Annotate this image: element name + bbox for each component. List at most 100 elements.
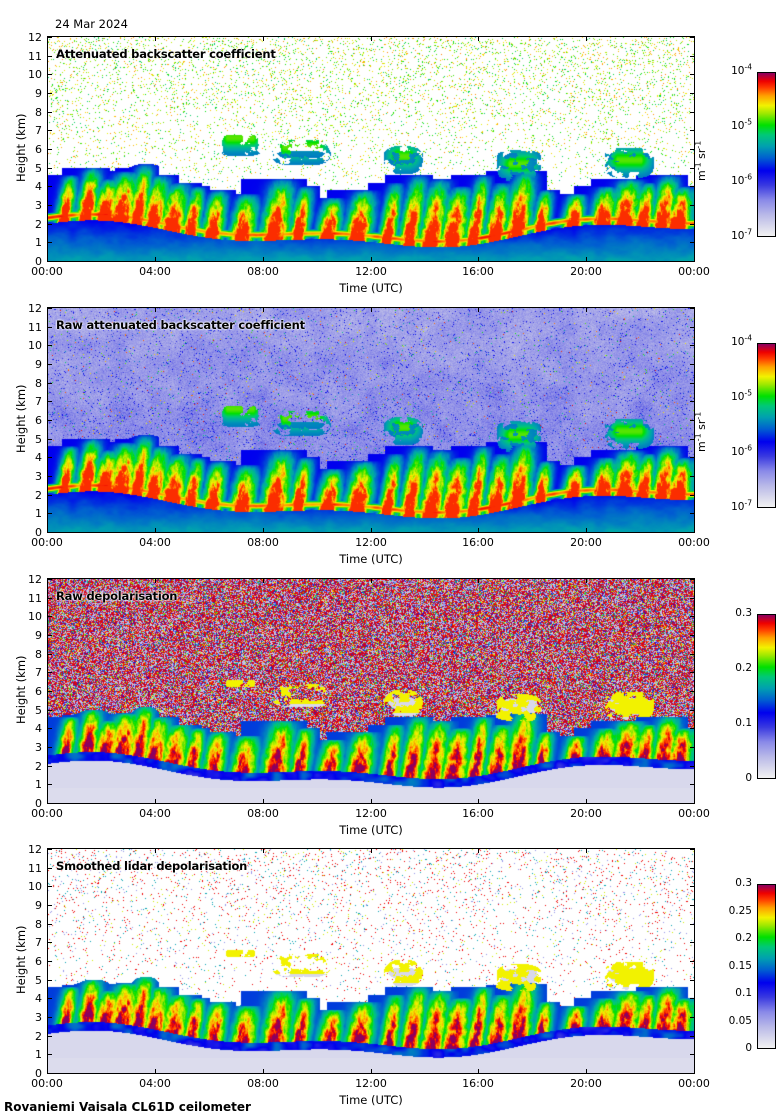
x-tick xyxy=(263,528,264,533)
y-tick-label: 3 xyxy=(35,470,42,483)
y-tick-right xyxy=(690,56,695,57)
x-tick-label: 20:00 xyxy=(570,536,602,549)
colorbar-tick-label: 0.05 xyxy=(728,1015,752,1027)
x-tick xyxy=(694,257,695,262)
heatmap-canvas-smoothed-lidar-depolarisation xyxy=(48,849,694,1073)
y-tick-label: 5 xyxy=(35,433,42,446)
x-tick-top xyxy=(694,578,695,583)
x-tick-top xyxy=(155,848,156,853)
y-tick xyxy=(47,401,52,402)
colorbar-tick-label: 0.3 xyxy=(735,877,752,889)
colorbar-tick-label: 0.15 xyxy=(728,960,752,972)
y-tick-right xyxy=(690,766,695,767)
y-tick-label: 1 xyxy=(35,507,42,520)
x-tick xyxy=(478,1069,479,1074)
y-tick-right xyxy=(690,112,695,113)
y-tick xyxy=(47,691,52,692)
y-tick-label: 8 xyxy=(35,377,42,390)
y-tick-right xyxy=(690,308,695,309)
y-tick-label: 9 xyxy=(35,629,42,642)
y-tick-right xyxy=(690,672,695,673)
y-tick xyxy=(47,886,52,887)
y-tick xyxy=(47,327,52,328)
y-tick-label: 8 xyxy=(35,106,42,119)
colorbar-tick-label: 0 xyxy=(745,772,752,784)
y-tick xyxy=(47,635,52,636)
y-tick-right xyxy=(690,74,695,75)
y-tick-right xyxy=(690,598,695,599)
y-tick-label: 12 xyxy=(28,31,42,44)
x-tick xyxy=(263,257,264,262)
y-tick-right xyxy=(690,439,695,440)
x-tick xyxy=(586,1069,587,1074)
y-tick xyxy=(47,420,52,421)
x-tick-top xyxy=(694,36,695,41)
x-tick-label: 04:00 xyxy=(139,1077,171,1090)
x-tick-label: 12:00 xyxy=(355,807,387,820)
y-tick xyxy=(47,242,52,243)
colorbar-tick-label: 0.1 xyxy=(735,987,752,999)
y-tick-right xyxy=(690,635,695,636)
y-tick-label: 3 xyxy=(35,1011,42,1024)
y-tick-label: 7 xyxy=(35,124,42,137)
y-tick-right xyxy=(690,1036,695,1037)
panel-title-raw-attenuated-backscatter: Raw attenuated backscatter coefficient xyxy=(56,318,305,332)
y-tick xyxy=(47,1017,52,1018)
y-tick-label: 6 xyxy=(35,685,42,698)
y-axis-title: Height (km) xyxy=(14,925,28,994)
x-tick-label: 12:00 xyxy=(355,1077,387,1090)
x-tick xyxy=(47,528,48,533)
y-tick-label: 5 xyxy=(35,704,42,717)
y-tick xyxy=(47,710,52,711)
x-tick-top xyxy=(47,578,48,583)
y-tick xyxy=(47,672,52,673)
heatmap-canvas-raw-depolarisation xyxy=(48,579,694,803)
y-tick-label: 1 xyxy=(35,236,42,249)
y-tick-label: 11 xyxy=(28,321,42,334)
x-tick-top xyxy=(47,848,48,853)
y-tick xyxy=(47,457,52,458)
y-tick xyxy=(47,345,52,346)
x-tick-top xyxy=(263,36,264,41)
y-tick-label: 11 xyxy=(28,50,42,63)
x-tick xyxy=(478,257,479,262)
x-tick xyxy=(263,1069,264,1074)
x-tick-top xyxy=(371,307,372,312)
y-tick-label: 2 xyxy=(35,218,42,231)
x-tick-label: 04:00 xyxy=(139,536,171,549)
y-tick-right xyxy=(690,532,695,533)
y-tick xyxy=(47,961,52,962)
x-tick xyxy=(694,528,695,533)
x-tick-top xyxy=(155,36,156,41)
y-tick-label: 0 xyxy=(35,797,42,810)
y-tick-label: 4 xyxy=(35,451,42,464)
y-tick xyxy=(47,112,52,113)
x-tick xyxy=(155,799,156,804)
y-tick xyxy=(47,37,52,38)
x-tick xyxy=(586,528,587,533)
x-tick xyxy=(371,799,372,804)
y-tick xyxy=(47,868,52,869)
y-tick-label: 2 xyxy=(35,1030,42,1043)
x-tick-label: 16:00 xyxy=(462,1077,494,1090)
y-tick-right xyxy=(690,149,695,150)
y-tick-right xyxy=(690,886,695,887)
y-tick xyxy=(47,495,52,496)
x-tick-label: 08:00 xyxy=(247,536,279,549)
y-tick-right xyxy=(690,924,695,925)
colorbar-tick-label: 0.3 xyxy=(735,607,752,619)
panel-title-smoothed-lidar-depolarisation: Smoothed lidar depolarisation xyxy=(56,859,248,873)
x-tick-label: 16:00 xyxy=(462,807,494,820)
x-tick-top xyxy=(263,307,264,312)
y-tick-label: 5 xyxy=(35,974,42,987)
y-tick-label: 12 xyxy=(28,843,42,856)
y-tick-label: 6 xyxy=(35,955,42,968)
y-tick-right xyxy=(690,37,695,38)
colorbar-tick-label: 10-6 xyxy=(731,172,752,187)
x-tick-label: 00:00 xyxy=(678,536,710,549)
x-axis-title: Time (UTC) xyxy=(339,552,403,566)
x-tick xyxy=(47,257,48,262)
y-tick-label: 9 xyxy=(35,87,42,100)
y-tick-label: 5 xyxy=(35,162,42,175)
y-tick-label: 2 xyxy=(35,760,42,773)
